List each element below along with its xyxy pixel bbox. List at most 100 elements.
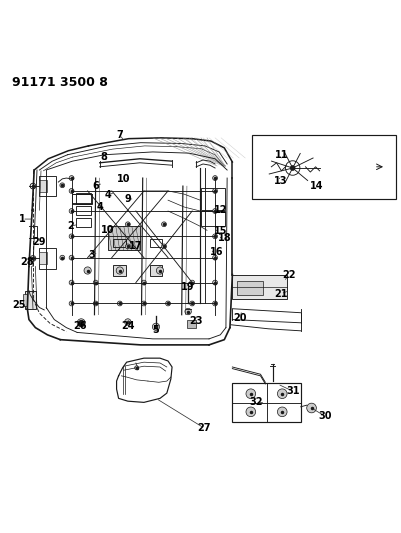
Bar — [39, 180, 47, 192]
Circle shape — [212, 280, 217, 285]
Bar — [200, 188, 225, 210]
Circle shape — [141, 280, 146, 285]
Bar — [23, 294, 27, 306]
Circle shape — [134, 366, 138, 370]
Circle shape — [245, 407, 255, 417]
Text: 5: 5 — [152, 325, 159, 335]
Text: 20: 20 — [233, 313, 247, 323]
Text: 18: 18 — [217, 233, 231, 244]
Bar — [232, 274, 286, 300]
Text: 26: 26 — [73, 321, 86, 331]
Circle shape — [212, 255, 217, 260]
Circle shape — [212, 234, 217, 239]
Circle shape — [152, 323, 159, 330]
Text: 14: 14 — [309, 181, 323, 191]
Text: 10: 10 — [117, 174, 130, 184]
Text: 6: 6 — [92, 181, 99, 191]
Text: 4: 4 — [104, 190, 111, 200]
Circle shape — [306, 403, 316, 413]
Circle shape — [277, 407, 286, 417]
Circle shape — [93, 280, 98, 285]
Text: 23: 23 — [189, 316, 203, 326]
Text: 13: 13 — [273, 176, 287, 186]
Circle shape — [212, 301, 217, 306]
Bar — [39, 176, 56, 196]
Circle shape — [60, 255, 65, 260]
Text: 15: 15 — [213, 226, 227, 236]
Text: 27: 27 — [197, 423, 211, 433]
Circle shape — [84, 267, 91, 274]
Bar — [25, 290, 36, 309]
Circle shape — [277, 389, 286, 399]
Text: 22: 22 — [281, 270, 295, 280]
Bar — [232, 383, 300, 423]
Circle shape — [125, 244, 130, 249]
Text: 4: 4 — [96, 202, 103, 212]
Circle shape — [125, 222, 130, 227]
Circle shape — [161, 244, 166, 249]
Text: 12: 12 — [213, 205, 227, 215]
Bar — [149, 239, 162, 247]
Bar — [252, 135, 395, 199]
Bar — [107, 227, 140, 251]
Text: 25: 25 — [12, 300, 26, 310]
Circle shape — [117, 301, 122, 306]
Circle shape — [156, 267, 163, 274]
Text: 30: 30 — [317, 411, 331, 421]
Text: 29: 29 — [32, 237, 46, 247]
Circle shape — [189, 280, 194, 285]
Bar — [76, 192, 91, 204]
Text: 11: 11 — [274, 150, 288, 160]
Text: 32: 32 — [249, 398, 263, 407]
Circle shape — [285, 161, 299, 175]
Circle shape — [60, 183, 65, 188]
Text: 2: 2 — [67, 221, 73, 231]
Circle shape — [290, 166, 294, 171]
Text: 7: 7 — [116, 130, 123, 140]
Circle shape — [245, 389, 255, 399]
Circle shape — [141, 301, 146, 306]
Circle shape — [165, 301, 170, 306]
Text: 8: 8 — [100, 152, 107, 161]
Circle shape — [212, 189, 217, 193]
Bar — [149, 265, 162, 276]
Text: 28: 28 — [20, 257, 34, 268]
Text: 1: 1 — [19, 214, 25, 224]
Circle shape — [161, 222, 166, 227]
Bar — [76, 206, 91, 215]
Text: 24: 24 — [121, 321, 134, 331]
Circle shape — [69, 234, 74, 239]
Bar — [71, 193, 91, 204]
Text: 19: 19 — [181, 282, 194, 293]
Circle shape — [116, 267, 123, 274]
Text: 16: 16 — [209, 247, 223, 257]
Circle shape — [124, 319, 131, 325]
Circle shape — [79, 320, 83, 325]
Bar — [186, 320, 195, 328]
Circle shape — [69, 176, 74, 181]
Circle shape — [69, 255, 74, 260]
Text: 17: 17 — [129, 240, 142, 251]
Text: 31: 31 — [285, 386, 299, 396]
Bar — [39, 253, 47, 264]
Bar — [200, 211, 225, 227]
Bar — [113, 265, 126, 276]
Bar — [76, 218, 91, 227]
Circle shape — [69, 189, 74, 193]
Circle shape — [189, 301, 194, 306]
Circle shape — [93, 301, 98, 306]
Circle shape — [212, 176, 217, 181]
Circle shape — [69, 208, 74, 213]
Text: 21: 21 — [273, 289, 287, 299]
Bar — [237, 280, 263, 295]
Circle shape — [69, 280, 74, 285]
Text: 91171 3500 8: 91171 3500 8 — [12, 76, 107, 88]
Text: 9: 9 — [124, 194, 131, 204]
Circle shape — [77, 319, 85, 327]
Circle shape — [184, 308, 191, 315]
Bar — [113, 239, 126, 247]
Circle shape — [212, 208, 217, 213]
Text: 10: 10 — [101, 225, 114, 236]
Bar — [39, 248, 56, 269]
Circle shape — [69, 301, 74, 306]
